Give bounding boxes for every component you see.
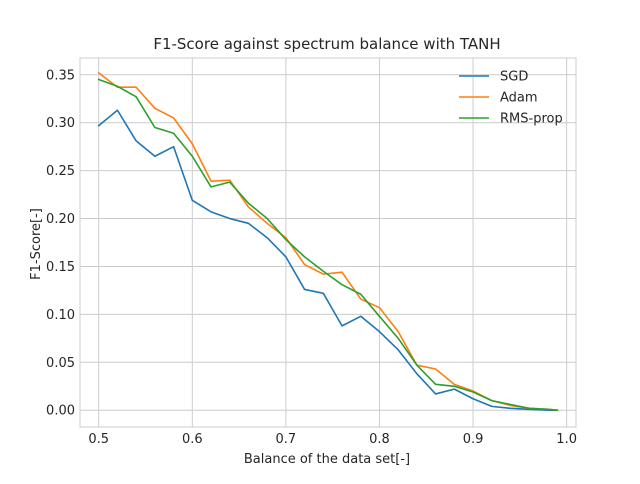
chart-title: F1-Score against spectrum balance with T… [153, 35, 500, 53]
tick-labels: 0.5 0.6 0.7 0.8 0.9 1.0 0.00 0.05 0.10 0.15 0.20 0.… [46, 68, 577, 447]
series-lines [97, 71, 559, 412]
x-tick-label: 1.0 [556, 432, 577, 447]
y-tick-label: 0.15 [46, 260, 75, 275]
x-tick-label: 0.5 [88, 432, 109, 447]
series-line-sgd [97, 109, 559, 412]
y-tick-label: 0.00 [46, 404, 75, 419]
grid-lines [80, 58, 576, 427]
x-tick-label: 0.6 [182, 432, 203, 447]
x-tick-label: 0.9 [463, 432, 484, 447]
x-tick-label: 0.7 [276, 432, 297, 447]
y-tick-label: 0.05 [46, 356, 75, 371]
plot-area [79, 57, 577, 428]
y-tick-label: 0.10 [46, 308, 75, 323]
series-line-rms-prop [97, 78, 559, 412]
y-tick-label: 0.35 [46, 68, 75, 83]
y-tick-label: 0.20 [46, 212, 75, 227]
y-tick-label: 0.25 [46, 164, 75, 179]
legend-label: SGD [500, 70, 528, 85]
legend-label: RMS-prop [500, 112, 563, 127]
x-axis-label: Balance of the data set[-] [244, 452, 410, 467]
x-tick-label: 0.8 [369, 432, 390, 447]
plot-frame [79, 57, 577, 428]
y-tick-label: 0.30 [46, 116, 75, 131]
legend: SGD Adam RMS-prop [459, 70, 563, 127]
legend-label: Adam [500, 91, 538, 106]
y-axis-label: F1-Score[-] [29, 208, 44, 280]
